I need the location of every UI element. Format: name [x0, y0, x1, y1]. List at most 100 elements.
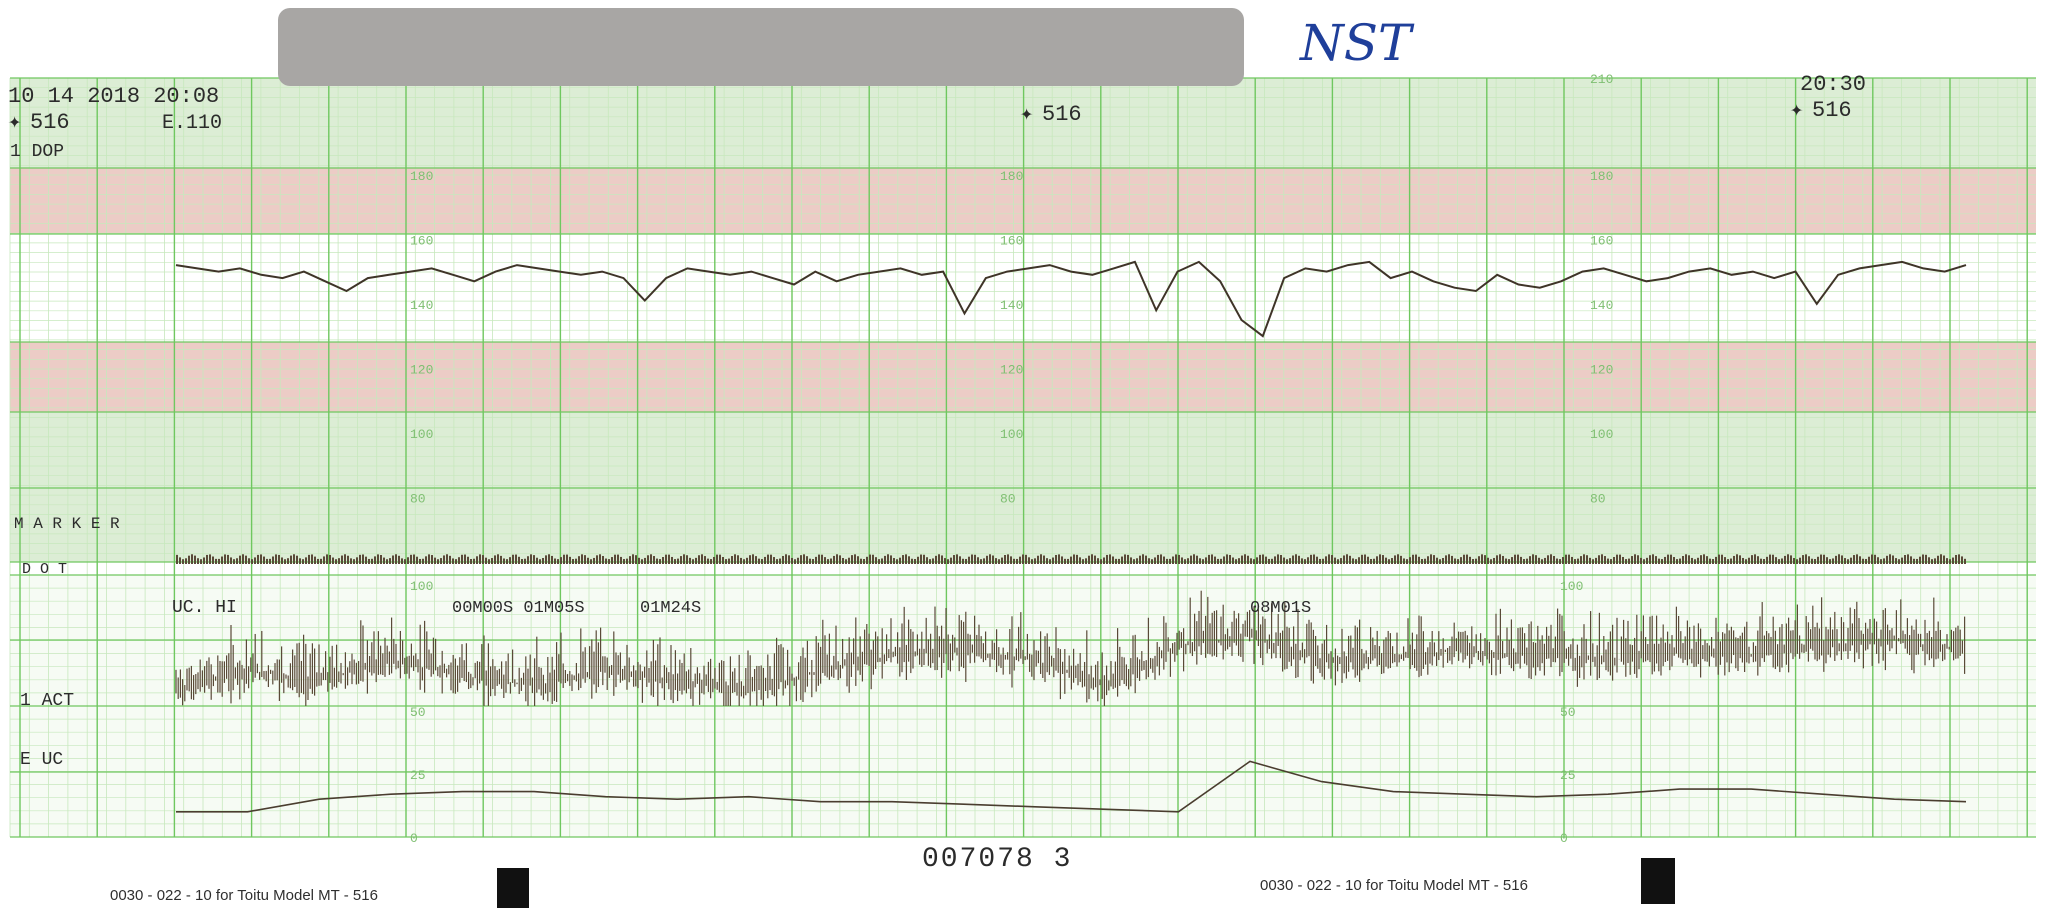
dot-mark: [1148, 558, 1150, 564]
annotation-time-2: 01M24S: [640, 599, 701, 618]
dot-mark: [890, 555, 892, 564]
dot-mark: [176, 554, 178, 564]
dot-mark: [941, 555, 943, 564]
dot-mark: [1154, 557, 1156, 564]
dot-mark: [1496, 555, 1498, 564]
uc-tick-label: 25: [410, 768, 426, 783]
dot-mark: [338, 558, 340, 564]
dot-mark: [881, 558, 883, 564]
dot-mark: [1400, 555, 1402, 564]
dot-mark: [386, 559, 388, 564]
dot-mark: [644, 557, 646, 564]
dot-mark: [1610, 559, 1612, 564]
dot-mark: [1220, 558, 1222, 564]
dot-mark: [1406, 559, 1408, 564]
dot-mark: [1577, 558, 1579, 564]
dot-mark: [1883, 558, 1885, 564]
dot-mark: [1085, 558, 1087, 564]
dot-mark: [722, 557, 724, 564]
dot-mark: [1751, 555, 1753, 564]
dot-mark: [1523, 559, 1525, 564]
dot-mark: [1811, 558, 1813, 564]
dot-mark: [1226, 554, 1228, 564]
dot-mark: [1232, 557, 1234, 564]
dot-mark: [695, 557, 697, 564]
dot-mark: [1235, 559, 1237, 564]
dot-mark: [1106, 554, 1108, 564]
dot-mark: [716, 554, 718, 564]
dot-mark: [1538, 557, 1540, 564]
dot-mark: [275, 554, 277, 564]
dot-mark: [1784, 555, 1786, 564]
dot-mark: [1727, 559, 1729, 564]
dot-mark: [1241, 555, 1243, 564]
dot-mark: [1379, 554, 1381, 564]
dot-mark: [1841, 555, 1843, 564]
dot-mark: [1877, 557, 1879, 564]
dot-mark: [1415, 554, 1417, 564]
dot-mark: [1928, 557, 1930, 564]
dot-mark: [596, 555, 598, 564]
fhr-tick-label: 140: [410, 298, 433, 313]
dot-mark: [1568, 554, 1570, 564]
dot-mark: [299, 558, 301, 564]
dot-mark: [1655, 556, 1657, 564]
dot-mark: [1172, 556, 1174, 564]
dot-mark: [389, 558, 391, 564]
dot-mark: [425, 556, 427, 564]
dot-mark: [458, 557, 460, 564]
dot-mark: [1745, 559, 1747, 564]
dot-mark: [1067, 558, 1069, 564]
dot-mark: [221, 556, 223, 564]
dot-mark: [848, 557, 850, 564]
dot-mark: [827, 559, 829, 564]
dot-mark: [449, 555, 451, 564]
dot-mark: [479, 554, 481, 564]
dot-mark: [1310, 554, 1312, 564]
dot-mark: [1835, 555, 1837, 564]
dot-mark: [1451, 555, 1453, 564]
dot-mark: [605, 558, 607, 564]
dot-mark: [830, 558, 832, 564]
dot-mark: [980, 559, 982, 564]
dot-mark: [929, 559, 931, 564]
dot-mark: [1733, 555, 1735, 564]
dot-mark: [410, 554, 412, 564]
dot-mark: [686, 555, 688, 564]
dot-mark: [1223, 556, 1225, 564]
dot-mark: [500, 555, 502, 564]
dot-mark: [1412, 554, 1414, 564]
dot-mark: [1211, 554, 1213, 564]
dot-mark: [1949, 559, 1951, 564]
dot-mark: [602, 555, 604, 564]
dot-mark: [1664, 556, 1666, 564]
dot-mark: [368, 558, 370, 564]
dot-mark: [428, 554, 430, 564]
dot-mark: [1619, 554, 1621, 564]
dot-mark: [956, 554, 958, 564]
dot-mark: [1868, 556, 1870, 564]
dot-mark: [287, 558, 289, 564]
dot-mark: [1001, 557, 1003, 564]
dot-mark: [1082, 559, 1084, 564]
dot-mark: [284, 559, 286, 564]
dot-mark: [512, 554, 514, 564]
dot-mark: [1229, 554, 1231, 564]
dot-mark: [1961, 556, 1963, 564]
footer-form-right: 0030 - 022 - 10 for Toitu Model MT - 516: [1260, 877, 1528, 894]
dot-mark: [806, 556, 808, 564]
dot-mark: [1667, 554, 1669, 564]
handwritten-nst-label: NST: [1299, 14, 1415, 72]
dot-mark: [1025, 554, 1027, 564]
dot-mark: [347, 555, 349, 564]
dot-mark: [1550, 554, 1552, 564]
dot-mark: [431, 555, 433, 564]
dot-mark: [434, 557, 436, 564]
dot-mark: [371, 558, 373, 564]
dot-mark: [1274, 556, 1276, 564]
fhr-tick-label: 80: [410, 491, 426, 506]
dot-mark: [230, 557, 232, 564]
dot-mark: [1112, 556, 1114, 564]
dot-mark: [1040, 554, 1042, 564]
dot-mark: [1376, 556, 1378, 564]
